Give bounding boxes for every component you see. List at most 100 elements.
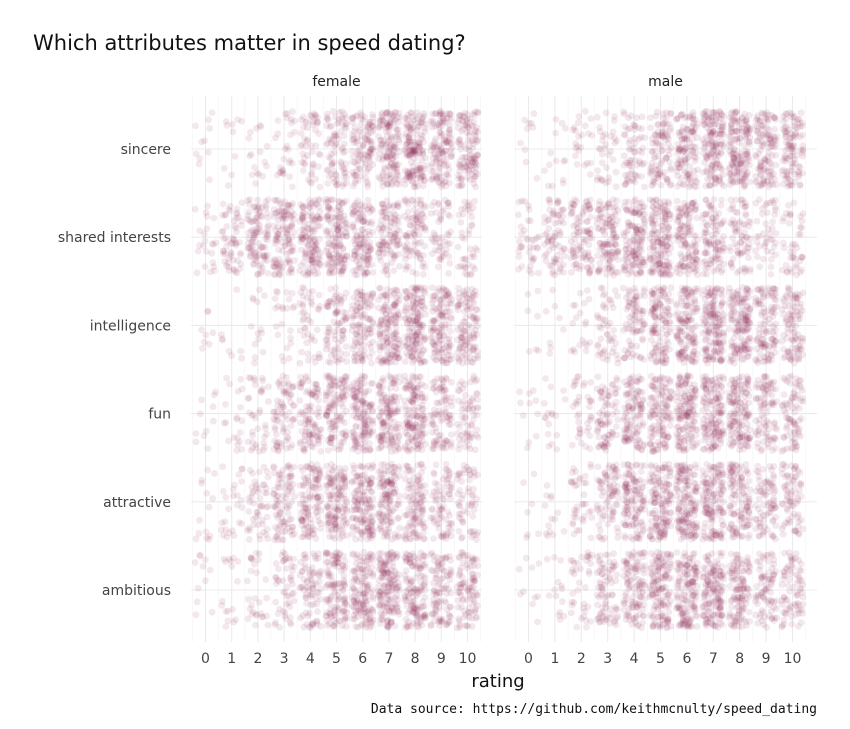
data-point bbox=[356, 322, 363, 329]
data-point bbox=[341, 607, 349, 615]
data-point bbox=[254, 556, 262, 564]
data-point bbox=[366, 137, 374, 144]
data-point bbox=[316, 569, 324, 577]
data-point bbox=[358, 599, 366, 607]
data-point bbox=[335, 617, 343, 625]
data-point bbox=[313, 617, 320, 625]
data-point bbox=[385, 231, 392, 239]
data-point bbox=[369, 269, 377, 276]
data-point bbox=[435, 618, 443, 625]
data-point bbox=[310, 241, 317, 249]
data-point bbox=[256, 495, 264, 502]
data-point bbox=[310, 267, 317, 275]
data-point bbox=[359, 141, 367, 149]
data-point bbox=[251, 381, 259, 389]
data-point bbox=[220, 164, 228, 172]
data-point bbox=[471, 197, 479, 205]
data-point bbox=[404, 622, 412, 630]
data-point bbox=[220, 247, 227, 255]
data-point bbox=[350, 603, 357, 611]
data-point bbox=[238, 118, 246, 125]
data-point bbox=[388, 549, 395, 556]
data-point bbox=[394, 515, 402, 522]
data-point bbox=[279, 204, 286, 212]
data-point bbox=[333, 549, 341, 556]
data-point bbox=[350, 464, 358, 472]
data-point bbox=[286, 157, 294, 164]
data-point bbox=[437, 212, 445, 219]
data-point bbox=[290, 589, 297, 597]
data-point bbox=[343, 350, 350, 358]
data-point bbox=[245, 134, 253, 142]
data-point bbox=[283, 565, 290, 572]
data-point bbox=[361, 437, 369, 444]
data-point bbox=[437, 575, 445, 583]
data-point bbox=[238, 199, 246, 207]
data-point bbox=[377, 556, 384, 563]
data-point bbox=[455, 502, 463, 509]
data-point bbox=[366, 615, 373, 623]
data-point bbox=[410, 412, 418, 419]
data-point bbox=[473, 306, 480, 313]
data-point bbox=[250, 359, 258, 367]
data-point bbox=[429, 601, 437, 609]
data-point bbox=[238, 445, 246, 453]
data-point bbox=[388, 588, 396, 595]
data-point bbox=[458, 603, 465, 611]
data-point bbox=[461, 414, 469, 421]
data-point bbox=[434, 263, 442, 271]
data-point bbox=[270, 408, 278, 416]
data-point bbox=[274, 223, 282, 231]
data-point bbox=[389, 559, 397, 566]
data-point bbox=[388, 580, 396, 588]
data-point bbox=[304, 356, 312, 364]
data-point bbox=[340, 607, 348, 615]
data-point bbox=[229, 492, 237, 500]
data-point bbox=[378, 602, 386, 609]
data-point bbox=[454, 430, 462, 437]
data-point bbox=[401, 596, 409, 604]
data-point bbox=[279, 536, 287, 544]
data-point bbox=[279, 425, 287, 433]
data-point bbox=[367, 246, 374, 254]
data-point bbox=[431, 378, 439, 385]
data-point bbox=[350, 586, 357, 593]
data-point bbox=[380, 418, 387, 426]
data-point bbox=[393, 574, 401, 581]
data-point bbox=[335, 554, 343, 562]
data-point bbox=[362, 614, 370, 622]
data-point bbox=[309, 199, 316, 207]
data-point bbox=[389, 583, 397, 591]
data-point bbox=[332, 263, 340, 271]
data-point bbox=[458, 478, 466, 485]
data-point bbox=[340, 313, 348, 321]
data-point bbox=[262, 253, 270, 260]
data-point bbox=[206, 124, 214, 132]
data-point bbox=[204, 307, 212, 315]
data-point bbox=[287, 577, 295, 584]
data-point bbox=[412, 611, 420, 619]
data-point bbox=[381, 467, 389, 475]
data-point bbox=[223, 374, 231, 382]
data-point bbox=[376, 560, 384, 568]
data-point bbox=[402, 358, 409, 365]
data-point bbox=[206, 566, 214, 574]
data-point bbox=[366, 604, 374, 612]
data-point bbox=[356, 600, 364, 608]
data-point bbox=[304, 330, 312, 338]
data-point bbox=[352, 600, 359, 607]
data-point bbox=[317, 596, 325, 603]
data-point bbox=[349, 530, 356, 538]
data-point bbox=[416, 618, 424, 626]
data-point bbox=[455, 358, 463, 365]
data-point bbox=[310, 601, 317, 608]
data-point bbox=[382, 394, 389, 401]
data-point bbox=[442, 554, 449, 562]
data-point bbox=[402, 304, 410, 312]
data-point bbox=[264, 223, 271, 231]
data-point bbox=[332, 552, 340, 560]
data-point bbox=[324, 212, 331, 220]
data-point bbox=[414, 384, 421, 392]
data-point bbox=[381, 568, 389, 576]
data-point bbox=[441, 597, 449, 605]
